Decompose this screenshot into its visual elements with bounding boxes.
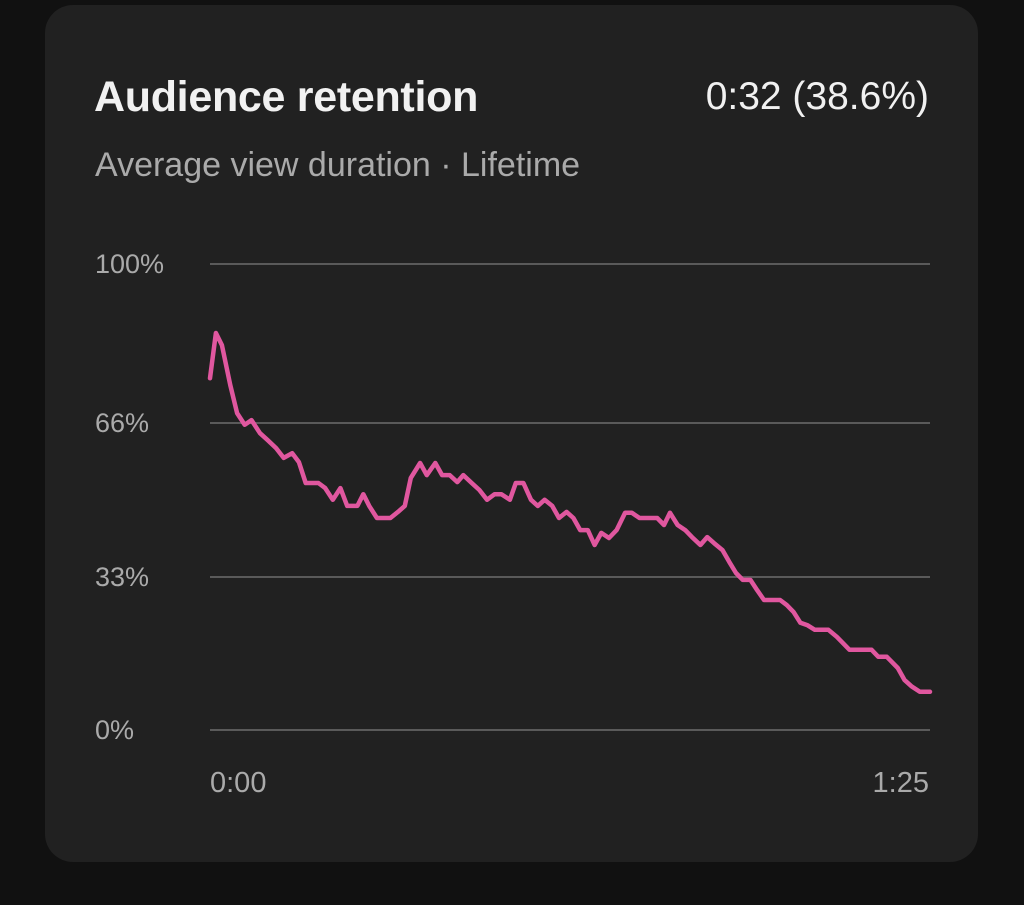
x-tick-end: 1:25 [872, 767, 929, 799]
card-title: Audience retention [94, 73, 479, 121]
x-tick-start: 0:00 [210, 767, 267, 799]
y-tick-label: 33% [95, 562, 150, 592]
audience-retention-card: Audience retention 0:32 (38.6%) Average … [45, 5, 978, 862]
card-subtitle: Average view duration · Lifetime [95, 146, 581, 184]
y-tick-label: 100% [95, 249, 165, 279]
y-tick-label: 66% [95, 408, 150, 438]
y-tick-label: 0% [95, 715, 135, 745]
average-view-duration-value: 0:32 (38.6%) [705, 75, 929, 118]
